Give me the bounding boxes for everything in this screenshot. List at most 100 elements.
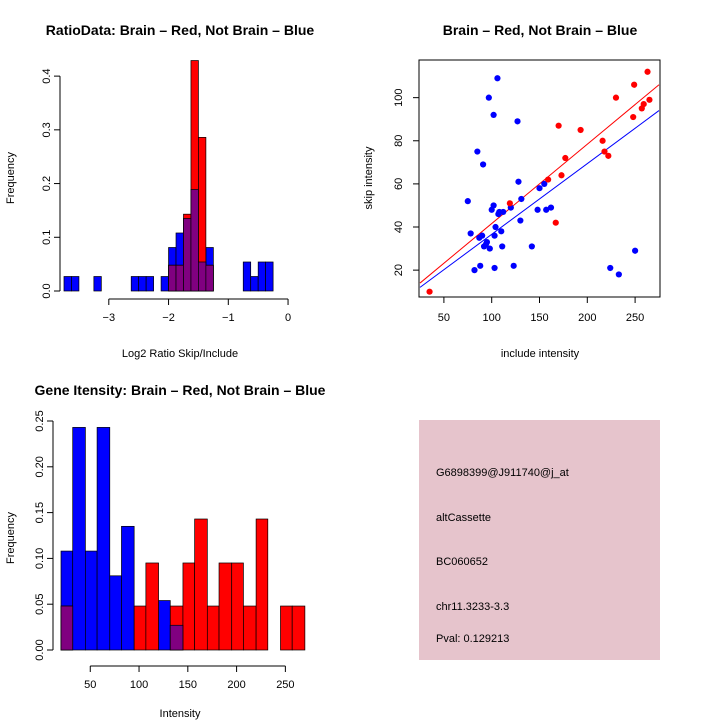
intensity-bar-not-brain (158, 600, 171, 651)
intensity-bar-brain (145, 562, 159, 651)
intensity-y-tick-label: 0.00 (34, 639, 46, 660)
intensity-y-tick-label: 0.20 (34, 456, 46, 477)
regression-line-brain (419, 84, 660, 284)
intensity-bar-brain (291, 605, 306, 651)
ratio-x-tick-label: −2 (162, 312, 175, 324)
intensity-bar-brain (231, 562, 244, 651)
ratio-bar-not-brain (145, 276, 154, 292)
scatter-point-not-brain (541, 180, 548, 187)
intensity-bar-not-brain (72, 427, 86, 651)
scatter-point-brain (605, 152, 612, 159)
intensity-x-tick-label: 50 (84, 679, 96, 691)
pval-text: Pval: 0.129213 (436, 633, 509, 645)
scatter-point-brain (601, 148, 608, 155)
intensity-y-tick-label: 0.15 (34, 502, 46, 523)
intensity-y-tick-label: 0.10 (34, 548, 46, 569)
scatter-point-brain (558, 172, 565, 179)
scatter-point-brain (426, 288, 433, 295)
scatter-y-tick-label: 100 (393, 88, 405, 106)
scatter-y-tick-label: 80 (393, 135, 405, 147)
intensity-y-tick-label: 0.25 (34, 410, 46, 431)
scatter-ylabel: skip intensity (363, 146, 375, 209)
scatter-point-not-brain (510, 262, 517, 269)
scatter-point-not-brain (498, 228, 505, 235)
scatter-point-not-brain (491, 232, 498, 239)
intensity-bar-brain (133, 605, 147, 651)
ratio-y-tick-label: 0.2 (41, 176, 53, 191)
scatter-point-not-brain (479, 161, 487, 168)
scatter-point-brain (545, 176, 552, 183)
gene-intensity-ylabel: Frequency (5, 512, 17, 564)
accession-text: BC060652 (436, 556, 488, 568)
scatter-point-brain (577, 126, 584, 134)
scatter-point-brain (506, 200, 513, 207)
ratio-bar-not-brain (93, 276, 102, 292)
ratio-histogram-title: RatioData: Brain – Red, Not Brain – Blue (46, 22, 315, 38)
intensity-bar-brain (218, 562, 233, 651)
gene-intensity-title: Gene Itensity: Brain – Red, Not Brain – … (35, 382, 326, 398)
ratio-x-tick-label: −1 (222, 312, 235, 324)
ratio-bar-overlap (205, 264, 214, 292)
probe-id-text: G6898399@J911740@j_at (436, 467, 569, 479)
ratio-bar-not-brain (71, 276, 80, 292)
ratio-bar-overlap (183, 218, 192, 292)
scatter-y-tick-label: 20 (393, 264, 405, 276)
scatter-point-not-brain (471, 267, 478, 274)
ratio-y-tick-label: 0.0 (41, 283, 53, 298)
scatter-point-not-brain (483, 239, 491, 246)
ratio-bar-overlap (190, 189, 199, 292)
scatter-point-not-brain (517, 217, 524, 224)
info-panel: G6898399@J911740@j_at altCassette BC0606… (419, 420, 660, 660)
scatter-point-brain (612, 94, 620, 101)
ratio-y-tick-label: 0.4 (41, 68, 53, 83)
ratio-bar-not-brain (63, 276, 72, 292)
info-panel-background (419, 420, 660, 660)
scatter-point-not-brain (492, 223, 499, 231)
scatter-title: Brain – Red, Not Brain – Blue (443, 22, 638, 38)
scatter-point-not-brain (547, 204, 555, 211)
scatter-y-tick-label: 60 (393, 178, 405, 190)
ratio-histogram-ylabel: Frequency (5, 152, 17, 204)
scatter-xlabel: include intensity (501, 348, 580, 360)
scatter-point-not-brain (518, 195, 525, 203)
scatter-point-not-brain (477, 262, 484, 269)
scatter-point-not-brain (467, 230, 474, 237)
scatter-point-not-brain (499, 243, 506, 250)
scatter-x-tick-label: 50 (438, 312, 450, 324)
ratio-histogram-panel: RatioData: Brain – Red, Not Brain – Blue… (5, 22, 314, 360)
intensity-bar-brain (182, 562, 195, 651)
scatter-point-brain (644, 68, 651, 75)
intensity-x-tick-label: 250 (276, 679, 294, 691)
ratio-bar-not-brain (130, 276, 140, 292)
scatter-point-not-brain (632, 247, 639, 254)
scatter-point-not-brain (543, 206, 550, 213)
ratio-bar-overlap (175, 264, 184, 292)
intensity-x-tick-label: 100 (130, 679, 148, 691)
intensity-x-tick-label: 200 (227, 679, 245, 691)
ratio-bar-not-brain (257, 261, 266, 292)
intensity-bar-brain (206, 605, 220, 651)
scatter-x-tick-label: 150 (530, 312, 548, 324)
scatter-point-not-brain (536, 185, 543, 192)
intensity-bar-overlap (169, 624, 184, 651)
scatter-point-not-brain (528, 243, 535, 250)
ratio-histogram-xlabel: Log2 Ratio Skip/Include (122, 348, 238, 360)
scatter-point-brain (552, 219, 559, 226)
scatter-point-brain (562, 154, 569, 162)
gene-intensity-histogram-panel: Gene Itensity: Brain – Red, Not Brain – … (5, 382, 326, 720)
scatter-point-brain (599, 137, 606, 144)
intensity-bar-overlap (60, 605, 74, 651)
scatter-point-brain (630, 113, 637, 121)
event-type-text: altCassette (436, 512, 491, 524)
intensity-bar-not-brain (96, 427, 111, 651)
intensity-bar-not-brain (121, 525, 135, 651)
scatter-point-not-brain (490, 111, 497, 118)
ratio-bar-not-brain (250, 276, 259, 292)
scatter-point-not-brain (514, 118, 521, 125)
scatter-point-brain (555, 122, 562, 129)
intensity-bar-not-brain (109, 575, 122, 651)
scatter-point-not-brain (464, 198, 471, 205)
ratio-bar-not-brain (265, 261, 274, 292)
ratio-bar-not-brain (160, 276, 169, 292)
ratio-y-tick-label: 0.3 (41, 122, 53, 137)
